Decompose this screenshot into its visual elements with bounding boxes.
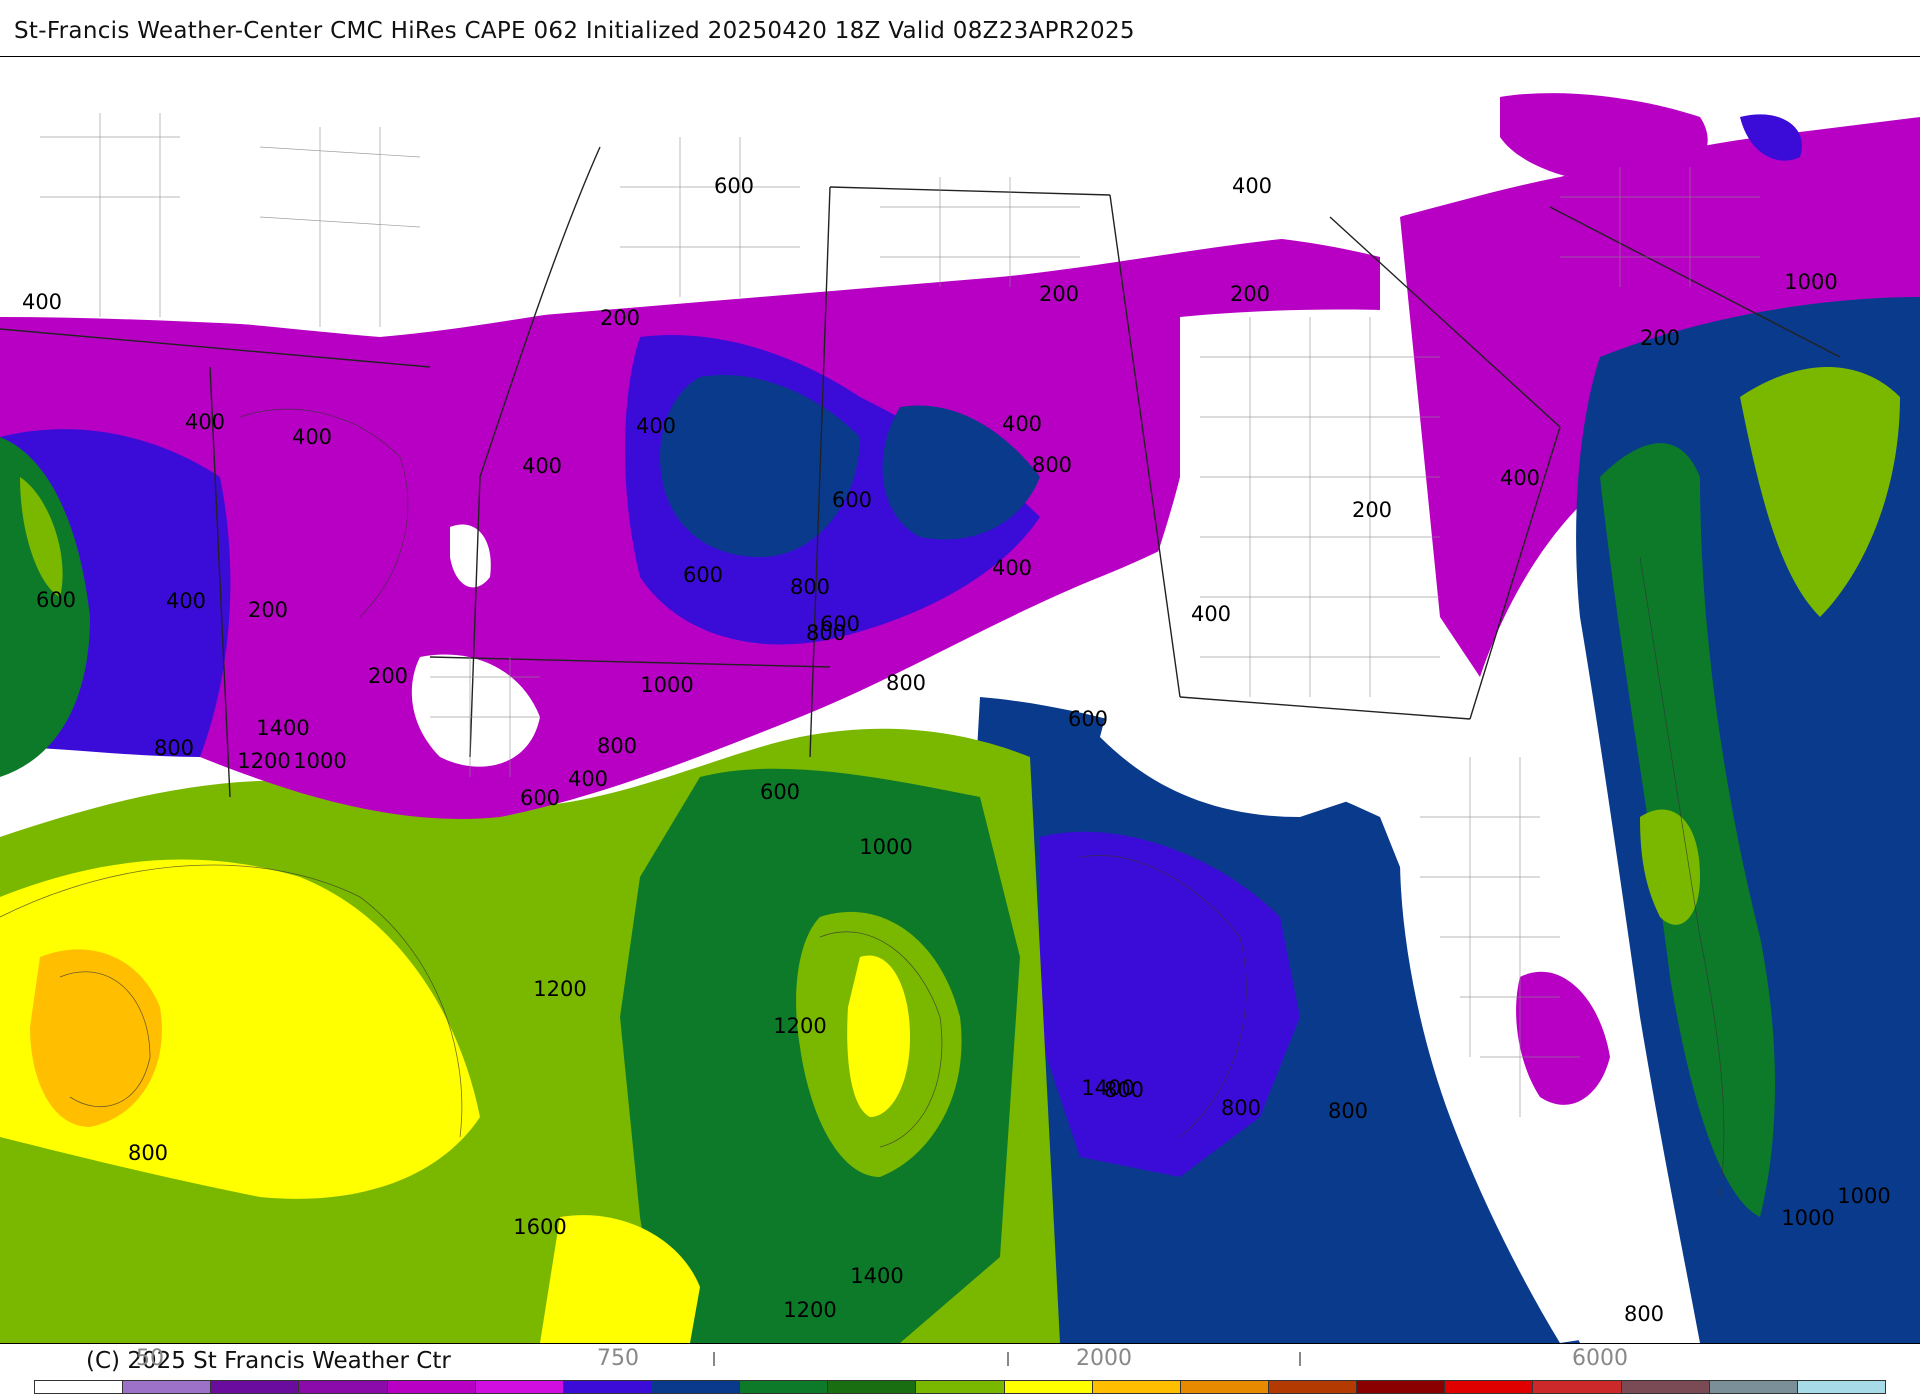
contour-label: 600 [760,780,800,804]
colorbar-swatch [211,1381,300,1393]
contour-label: 1000 [293,749,346,773]
contour-value-labels: 400 200 600 400 200 200 400 1000 200 400 800 400 400… [22,174,1891,1326]
contour-label: 400 [568,767,608,791]
contour-label: 800 [597,734,637,758]
contour-label: 400 [1232,174,1272,198]
colorbar-swatch [387,1381,476,1393]
colorbar-tick-label: 750 [597,1346,639,1371]
contour-label: 400 [166,589,206,613]
colorbar-tick-label: 6000 [1572,1346,1628,1371]
contour-label: 600 [520,786,560,810]
contour-label: 800 [128,1141,168,1165]
contour-label: 400 [1002,412,1042,436]
contour-label: 200 [1230,282,1270,306]
colorbar-swatch [1004,1381,1093,1393]
contour-label: 800 [790,575,830,599]
contour-label: 1000 [859,835,912,859]
colorbar [34,1380,1886,1394]
colorbar-swatch [1445,1381,1534,1393]
colorbar-tick-label: 2000 [1076,1346,1132,1371]
contour-label: 1200 [783,1298,836,1322]
colorbar-swatch [1533,1381,1622,1393]
contour-label: 200 [368,664,408,688]
contour-label: 600 [714,174,754,198]
contour-label: 600 [683,563,723,587]
contour-label: 800 [886,671,926,695]
contour-label: 800 [1624,1302,1664,1326]
colorbar-swatch [1092,1381,1181,1393]
colorbar-swatch [916,1381,1005,1393]
contour-label: 1200 [237,749,290,773]
contour-label: 1000 [1837,1184,1890,1208]
contour-label: 400 [1191,602,1231,626]
contour-label: 200 [1039,282,1079,306]
contour-label: 800 [1221,1096,1261,1120]
colorbar-tick-label: 50 [136,1346,164,1371]
colorbar-swatch [1180,1381,1269,1393]
contour-label: 800 [1104,1078,1144,1102]
contour-label: 200 [1352,498,1392,522]
contour-label: 400 [1500,466,1540,490]
colorbar-swatch [828,1381,917,1393]
contour-label: 1400 [256,716,309,740]
colorbar-swatch [1797,1381,1885,1393]
contour-label: 600 [820,612,860,636]
contour-label: 200 [248,598,288,622]
colorbar-swatch [1709,1381,1798,1393]
contour-label: 400 [185,410,225,434]
contour-label: 1000 [1784,270,1837,294]
contour-label: 600 [36,588,76,612]
contour-label: 1600 [513,1215,566,1239]
colorbar-swatch [475,1381,564,1393]
contour-label: 1200 [773,1014,826,1038]
colorbar-tick-mark [1007,1352,1009,1366]
contour-label: 800 [806,621,846,645]
county-lines [40,113,1760,1117]
contour-label: 200 [1640,326,1680,350]
contour-label: 400 [292,425,332,449]
cape-field [0,57,1920,1343]
colorbar-swatch [1268,1381,1358,1393]
colorbar-swatch [563,1381,652,1393]
colorbar-swatch [35,1381,124,1393]
contour-label: 600 [1068,707,1108,731]
colorbar-scale: 50 750 2000 6000 [0,1342,1920,1400]
contour-label: 800 [1328,1099,1368,1123]
weather-map: 400 200 600 400 200 200 400 1000 200 400 800 400 400… [0,56,1920,1344]
contour-label: 1200 [533,977,586,1001]
copyright-text: (C) 2025 St Francis Weather Ctr [86,1348,451,1374]
contour-label: 400 [992,556,1032,580]
contour-label: 400 [636,414,676,438]
colorbar-swatch [123,1381,212,1393]
contour-label: 1400 [850,1264,903,1288]
colorbar-swatch [299,1381,388,1393]
contour-label: 200 [600,306,640,330]
contour-label: 400 [522,454,562,478]
colorbar-swatch [1357,1381,1446,1393]
map-title: St-Francis Weather-Center CMC HiRes CAPE… [14,18,1135,44]
colorbar-swatch [740,1381,829,1393]
contour-label: 1000 [1781,1206,1834,1230]
contour-label: 800 [154,736,194,760]
contour-lines [0,408,1725,1198]
contour-label: 1400 [1081,1076,1134,1100]
contour-label: 1000 [640,673,693,697]
state-boundaries [0,146,1841,798]
colorbar-swatch [651,1381,741,1393]
contour-label: 600 [832,488,872,512]
contour-label: 400 [22,290,62,314]
colorbar-swatch [1621,1381,1710,1393]
colorbar-tick-mark [713,1352,715,1366]
colorbar-tick-mark [1299,1352,1301,1366]
contour-label: 800 [1032,453,1072,477]
